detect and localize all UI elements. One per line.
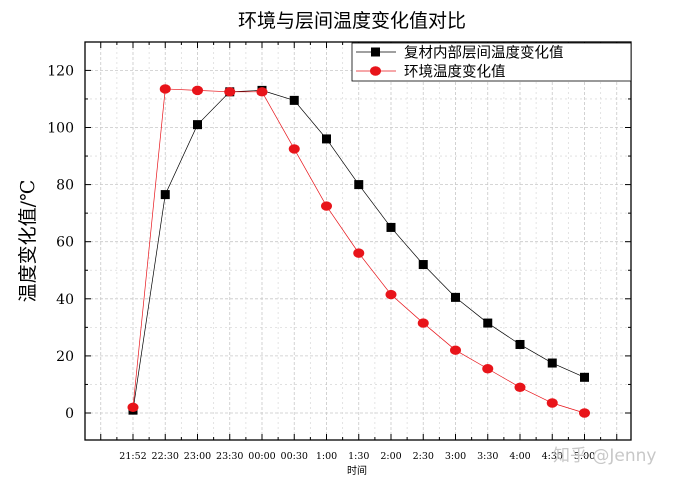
data-point-square [580,372,589,382]
data-point-square [418,260,428,270]
data-point-square [547,358,557,368]
grid [85,42,631,440]
x-tick-label: 3:30 [477,451,498,462]
data-point-square [289,95,299,105]
watermark: 知乎 @Jenny [553,446,657,466]
x-tick-label: 23:30 [216,451,243,462]
y-tick-label: 120 [47,63,74,79]
x-tick-label: 21:52 [119,451,146,462]
x-tick-label: 1:30 [348,451,369,462]
data-point-square [160,190,170,200]
x-tick-label: 2:30 [413,451,434,462]
legend-label-2: 环境温度变化值 [404,63,506,81]
plot-frame [84,41,632,441]
data-point-square [386,222,396,232]
legend: 复材内部层间温度变化值 环境温度变化值 [351,42,632,82]
legend-box [351,42,632,82]
y-tick-label: 40 [56,292,74,308]
legend-marker-1 [371,47,380,57]
data-point-square [515,339,525,349]
data-point-circle [482,364,494,374]
series-layer [127,84,590,418]
y-axis: 0 20 40 60 80 100 120 [47,63,631,422]
data-point-circle [321,201,332,211]
data-point-circle [579,408,590,418]
y-tick-label: 60 [56,235,74,251]
data-point-circle [224,87,236,97]
y-axis-title: 温度变化值/℃ [17,180,39,303]
data-point-circle [514,382,526,393]
data-point-circle [256,87,268,97]
data-point-circle [353,248,365,258]
x-tick-label: 4:00 [509,451,530,462]
data-point-square [322,134,331,144]
x-tick-label: 5:00 [574,451,595,462]
data-point-square [193,120,202,130]
x-tick-label: 2:00 [380,451,401,462]
x-tick-label: 22:30 [152,451,179,462]
x-axis: 21:52 22:30 23:00 23:30 00:00 00:30 1:00 1:30 2:… [100,42,618,462]
chart-title: 环境与层间温度变化值对比 [238,10,466,32]
legend-marker-2 [370,66,381,76]
x-tick-label: 1:00 [316,451,337,462]
data-point-circle [417,318,429,328]
data-point-circle [159,84,171,94]
data-point-circle [546,398,558,408]
data-point-circle [192,85,203,96]
legend-label-1: 复材内部层间温度变化值 [404,44,564,62]
data-point-circle [288,144,300,154]
data-point-circle [385,289,397,300]
x-tick-label: 00:30 [281,451,308,462]
x-tick-label: 23:00 [184,451,211,462]
y-tick-label: 80 [56,178,74,194]
y-tick-label: 20 [56,349,74,365]
x-tick-label: 4:30 [542,451,563,462]
data-point-circle [450,345,461,355]
y-tick-label: 0 [65,406,74,422]
x-tick-label: 00:00 [248,451,275,462]
y-tick-label: 100 [47,121,74,137]
data-point-square [451,292,460,302]
data-point-square [483,318,493,328]
x-tick-label: 3:00 [445,451,466,462]
x-axis-title: 时间 [347,464,367,477]
data-point-square [354,180,364,190]
data-point-circle [127,402,139,412]
